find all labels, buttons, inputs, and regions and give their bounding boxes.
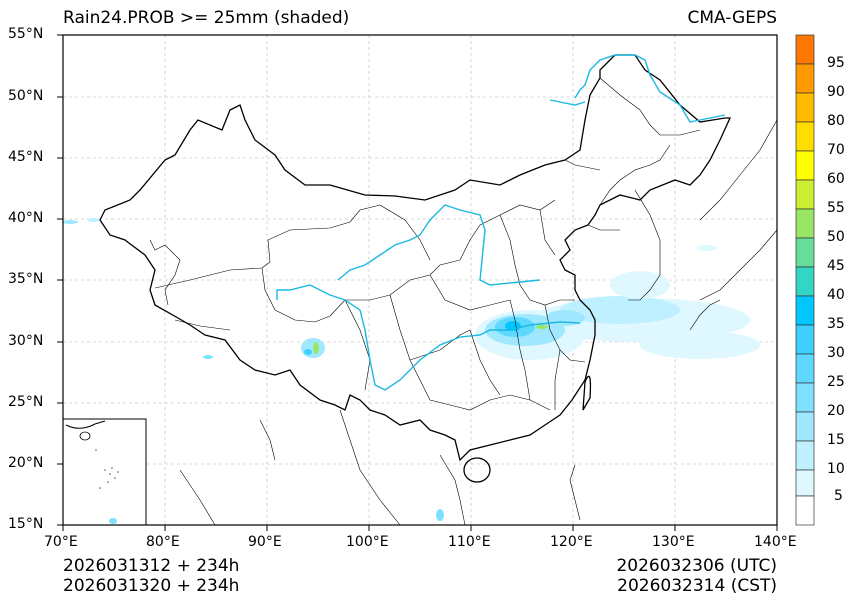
colorbar bbox=[795, 34, 815, 526]
lon-label: 100°E bbox=[346, 534, 389, 550]
colorbar-label: 80 bbox=[827, 113, 845, 129]
colorbar-label: 95 bbox=[827, 55, 845, 71]
colorbar-label: 90 bbox=[827, 84, 845, 100]
lat-label: 35°N bbox=[8, 271, 44, 287]
province-borders bbox=[154, 77, 701, 411]
colorbar-label: 15 bbox=[827, 432, 845, 448]
country-borders bbox=[99, 54, 732, 483]
lat-label: 45°N bbox=[8, 149, 44, 165]
colorbar-label: 10 bbox=[827, 461, 845, 477]
colorbar-label: 35 bbox=[827, 316, 845, 332]
colorbar-label: 70 bbox=[827, 142, 845, 158]
colorbar-label: 50 bbox=[827, 229, 845, 245]
lat-label: 50°N bbox=[8, 88, 44, 104]
colorbar-label: 45 bbox=[827, 258, 845, 274]
colorbar-label: 20 bbox=[827, 403, 845, 419]
map-title: Rain24.PROB >= 25mm (shaded) bbox=[63, 8, 350, 28]
lat-label: 15°N bbox=[8, 516, 44, 532]
model-name: CMA-GEPS bbox=[687, 8, 777, 28]
lat-label: 30°N bbox=[8, 333, 44, 349]
neighbor-coastlines bbox=[179, 119, 778, 526]
probability-shading bbox=[62, 218, 760, 525]
lat-label: 55°N bbox=[8, 26, 44, 42]
valid-time-cst: 2026032314 (CST) bbox=[617, 576, 777, 596]
lat-label: 20°N bbox=[8, 455, 44, 471]
lat-label: 25°N bbox=[8, 394, 44, 410]
init-time-cst: 2026031320 + 234h bbox=[63, 576, 240, 596]
valid-time-utc: 2026032306 (UTC) bbox=[616, 556, 777, 576]
lon-label: 70°E bbox=[44, 534, 78, 550]
lon-label: 120°E bbox=[550, 534, 593, 550]
init-time-utc: 2026031312 + 234h bbox=[63, 556, 240, 576]
gridlines bbox=[63, 35, 777, 525]
colorbar-label: 55 bbox=[827, 200, 845, 216]
colorbar-label: 5 bbox=[834, 488, 843, 504]
colorbar-label: 40 bbox=[827, 287, 845, 303]
lon-label: 140°E bbox=[754, 534, 797, 550]
lat-label: 40°N bbox=[8, 210, 44, 226]
lon-label: 90°E bbox=[248, 534, 282, 550]
rivers bbox=[276, 54, 726, 391]
lon-label: 130°E bbox=[652, 534, 695, 550]
colorbar-label: 60 bbox=[827, 171, 845, 187]
lon-label: 80°E bbox=[146, 534, 180, 550]
init-time-block: 2026031312 + 234h 2026031320 + 234h bbox=[63, 556, 239, 596]
axis-ticks bbox=[57, 34, 778, 531]
lon-label: 110°E bbox=[448, 534, 491, 550]
south-china-sea-inset bbox=[62, 418, 147, 526]
valid-time-block: 2026032306 (UTC) 2026032314 (CST) bbox=[616, 556, 777, 596]
colorbar-label: 30 bbox=[827, 345, 845, 361]
colorbar-label: 25 bbox=[827, 374, 845, 390]
